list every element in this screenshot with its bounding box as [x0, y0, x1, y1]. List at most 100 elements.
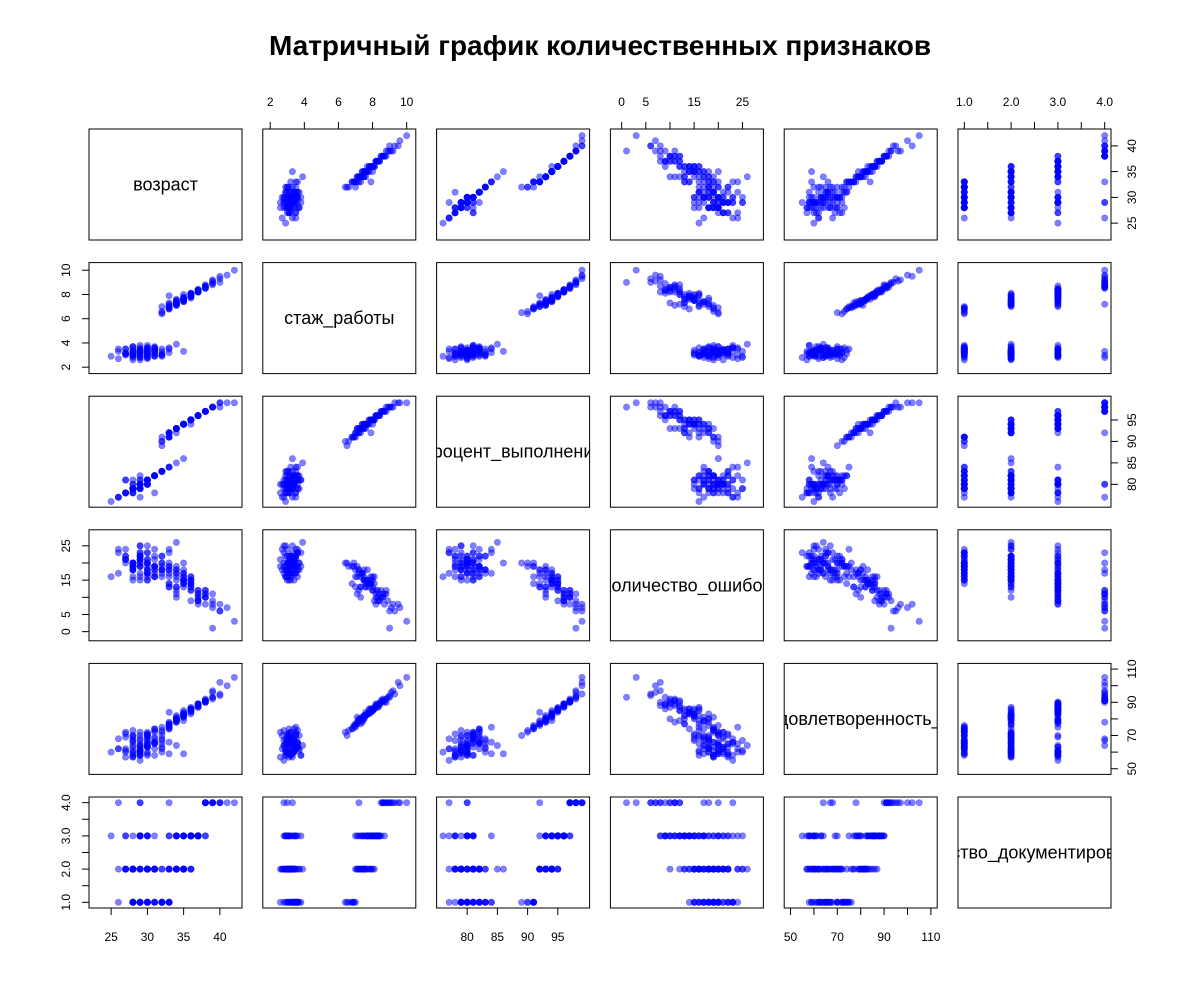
data-point — [960, 748, 968, 756]
data-point — [403, 673, 411, 681]
data-point — [475, 545, 483, 553]
data-point — [363, 580, 371, 588]
data-point — [445, 898, 453, 906]
data-point — [536, 832, 544, 840]
data-point — [439, 832, 447, 840]
data-point — [487, 178, 495, 186]
data-point — [530, 725, 538, 733]
data-point — [209, 278, 217, 286]
panel-5-3 — [609, 796, 764, 909]
data-point — [290, 865, 298, 873]
data-point — [287, 562, 295, 570]
data-point — [172, 538, 180, 546]
data-point — [469, 898, 477, 906]
points — [439, 132, 586, 227]
data-point — [1054, 743, 1062, 751]
data-point — [439, 352, 447, 360]
data-point — [457, 898, 465, 906]
data-point — [1007, 455, 1015, 463]
data-point — [824, 193, 832, 201]
panel-5-0 — [88, 796, 243, 909]
data-point — [158, 898, 166, 906]
data-point — [1007, 472, 1015, 480]
data-point — [709, 433, 717, 441]
data-point — [518, 559, 526, 567]
data-point — [666, 288, 674, 296]
panel-1-0 — [88, 262, 243, 375]
data-point — [705, 424, 713, 432]
data-point — [896, 600, 904, 608]
data-point — [457, 559, 465, 567]
data-point — [172, 832, 180, 840]
data-point — [451, 209, 459, 217]
data-point — [915, 399, 923, 407]
data-point — [829, 493, 837, 501]
data-point — [1007, 583, 1015, 591]
data-point — [487, 549, 495, 557]
data-point — [666, 412, 674, 420]
data-point — [216, 692, 224, 700]
data-point — [122, 745, 130, 753]
data-point — [518, 309, 526, 317]
data-point — [714, 309, 722, 317]
data-point — [871, 583, 879, 591]
data-point — [114, 745, 122, 753]
data-point — [536, 566, 544, 574]
data-point — [287, 751, 295, 759]
data-point — [122, 730, 130, 738]
data-point — [734, 351, 742, 359]
data-point — [738, 193, 746, 201]
data-point — [481, 183, 489, 191]
data-point — [738, 832, 746, 840]
data-point — [824, 549, 832, 557]
data-point — [290, 735, 298, 743]
data-point — [469, 751, 477, 759]
data-point — [656, 687, 664, 695]
data-point — [299, 459, 307, 467]
data-point — [714, 731, 722, 739]
data-point — [469, 193, 477, 201]
data-point — [743, 173, 751, 181]
data-point — [651, 137, 659, 145]
data-point — [566, 832, 574, 840]
data-point — [136, 898, 144, 906]
data-point — [463, 741, 471, 749]
points — [960, 266, 1109, 364]
data-point — [729, 898, 737, 906]
data-point — [1101, 678, 1109, 686]
data-point — [151, 751, 159, 759]
data-point — [1007, 573, 1015, 581]
data-point — [572, 590, 580, 598]
data-point — [548, 566, 556, 574]
data-point — [572, 693, 580, 701]
data-point — [223, 271, 231, 279]
data-point — [216, 600, 224, 608]
data-point — [445, 199, 453, 207]
data-point — [357, 865, 365, 873]
data-point — [439, 573, 447, 581]
points — [622, 799, 751, 906]
data-point — [122, 865, 130, 873]
data-point — [810, 497, 818, 505]
data-point — [714, 353, 722, 361]
data-point — [647, 142, 655, 150]
data-point — [209, 693, 217, 701]
data-point — [819, 199, 827, 207]
data-point — [826, 576, 834, 584]
data-point — [1101, 693, 1109, 701]
data-point — [878, 412, 886, 420]
data-point — [107, 352, 115, 360]
data-point — [165, 725, 173, 733]
points — [439, 538, 586, 632]
data-point — [685, 294, 693, 302]
data-point — [451, 573, 459, 581]
points — [276, 673, 411, 764]
data-point — [671, 173, 679, 181]
data-point — [680, 163, 688, 171]
data-point — [223, 399, 231, 407]
data-point — [554, 583, 562, 591]
points — [276, 799, 411, 906]
data-point — [348, 178, 356, 186]
panel-frame — [957, 128, 1112, 241]
data-point — [705, 715, 713, 723]
